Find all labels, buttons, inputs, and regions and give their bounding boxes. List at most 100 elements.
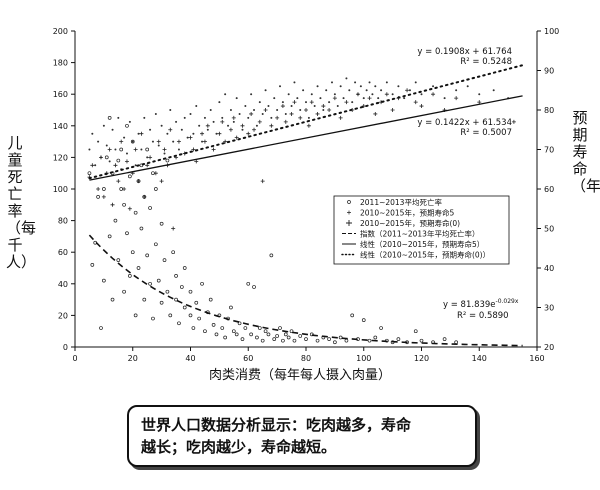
x-tick-label: 80 <box>301 354 311 363</box>
y-left-tick-label: 20 <box>58 311 68 320</box>
life-expectancy-0-point <box>201 140 204 143</box>
mortality-point <box>102 187 106 191</box>
life-expectancy-5-point <box>231 115 236 120</box>
y-right-tick-label: 100 <box>544 27 559 36</box>
life-expectancy-0-point <box>365 89 368 92</box>
mortality-point <box>367 338 372 343</box>
mortality-point <box>116 258 121 262</box>
life-expectancy-5-point <box>127 206 132 211</box>
life-expectancy-5-point <box>269 123 274 128</box>
mortality-point <box>344 338 349 343</box>
life-expectancy-5-point <box>217 131 222 136</box>
y-left-tick-label: 0 <box>63 343 68 352</box>
y-right-tick-label: 40 <box>544 264 554 273</box>
mortality-point <box>194 300 199 305</box>
life-expectancy-5-point <box>139 131 144 136</box>
scatter-chart: 0 20 40 60 80 100 120 140 160 0 20 40 60 80 100 120 140 1… <box>53 27 560 363</box>
life-expectancy-5-point <box>306 123 311 128</box>
legend-marker-mortality <box>347 200 351 204</box>
life-expectancy-5-point <box>249 111 254 116</box>
conclusion-callout: 世界人口数据分析显示：吃肉越多，寿命 越长；吃肉越少，寿命越短。 <box>127 405 477 467</box>
mortality-point <box>278 326 282 330</box>
life-expectancy-0-point <box>380 89 383 92</box>
life-expectancy-0-point <box>336 105 339 108</box>
mortality-point <box>125 123 129 128</box>
trendline-life-expectancy-0 <box>88 64 524 180</box>
mortality-point <box>361 318 366 322</box>
legend-box <box>333 195 510 265</box>
mortality-point <box>454 340 458 345</box>
life-expectancy-0-point <box>281 101 284 104</box>
life-expectancy-0-point <box>284 112 287 115</box>
mortality-point <box>255 335 259 340</box>
life-expectancy-0-point <box>88 148 91 151</box>
mortality-point <box>203 329 207 334</box>
life-expectancy-0-point <box>154 112 157 115</box>
life-expectancy-0-point <box>172 140 175 143</box>
y-left-tick-label: 180 <box>53 59 68 68</box>
life-expectancy-0-point <box>455 89 458 92</box>
life-expectancy-0-point <box>143 116 146 119</box>
legend-entry-label: 线性（2010~2015年，预期寿命(0)） <box>360 250 490 260</box>
mortality-point <box>237 321 242 326</box>
life-expectancy-0-point <box>313 105 316 108</box>
life-expectancy-0-point <box>299 109 302 111</box>
life-expectancy-0-point <box>371 93 374 96</box>
life-expectancy-0-point <box>333 93 336 96</box>
life-expectancy-0-point <box>307 116 310 119</box>
life-expectancy-0-point <box>224 93 227 96</box>
life-expectancy-5-point <box>176 139 181 144</box>
life-expectancy-0-point <box>261 112 264 115</box>
life-expectancy-0-point <box>232 120 235 123</box>
mortality-point <box>102 278 106 283</box>
life-expectancy-0-point <box>305 101 307 104</box>
x-tick-label: 160 <box>529 354 544 363</box>
mortality-point <box>252 285 256 289</box>
life-expectancy-0-point <box>302 89 305 92</box>
trendline-life-expectancy-5 <box>89 95 523 181</box>
life-expectancy-5-point <box>90 163 95 168</box>
life-expectancy-5-point <box>228 127 233 132</box>
mortality-point <box>130 250 135 255</box>
x-tick-label: 0 <box>72 354 77 363</box>
life-expectancy-0-point <box>195 105 198 108</box>
y-left-tick-label: 100 <box>53 185 68 194</box>
life-expectancy-0-point <box>91 132 94 135</box>
mortality-point <box>338 335 343 340</box>
callout-line-1: 世界人口数据分析显示：吃肉越多，寿命 <box>141 416 412 434</box>
mortality-point <box>292 338 297 343</box>
mortality-point <box>263 329 268 334</box>
life-expectancy-5-point <box>321 104 326 109</box>
life-expectancy-0-point <box>258 101 261 104</box>
life-expectancy-5-point <box>309 100 314 105</box>
life-expectancy-0-point <box>403 97 406 100</box>
life-expectancy-5-point <box>156 139 161 144</box>
life-expectancy-0-point <box>180 128 183 131</box>
mortality-point <box>122 202 126 207</box>
life-expectancy-0-point <box>97 140 100 143</box>
life-expectancy-5-point <box>124 159 129 164</box>
life-expectancy-0-point <box>140 148 143 151</box>
life-expectancy-0-point <box>203 116 206 119</box>
mortality-point <box>240 337 245 341</box>
life-expectancy-5-point <box>280 104 285 109</box>
y-right-tick-label: 70 <box>544 146 554 155</box>
mortality-point <box>145 253 150 258</box>
life-expectancy-0-point <box>414 81 417 84</box>
mortality-point <box>229 305 233 310</box>
mortality-point <box>396 337 401 341</box>
life-expectancy-5-point <box>315 111 320 116</box>
life-expectancy-5-point <box>220 119 225 124</box>
trendline-0-r2: R² = 0.5248 <box>460 57 512 67</box>
trendline-5-equation: y = 0.1422x + 61.534 <box>417 118 512 128</box>
life-expectancy-5-point <box>116 179 121 184</box>
legend-marker-life-5 <box>347 210 351 215</box>
mortality-point <box>122 289 126 294</box>
legend-marker-life-0 <box>346 220 352 226</box>
life-expectancy-5-point <box>168 127 173 132</box>
y-left-tick-label: 40 <box>58 280 68 289</box>
x-tick-label: 120 <box>414 354 429 363</box>
life-expectancy-0-point <box>151 140 154 143</box>
life-expectancy-0-point <box>276 109 279 111</box>
life-expectancy-5-point <box>413 100 418 105</box>
